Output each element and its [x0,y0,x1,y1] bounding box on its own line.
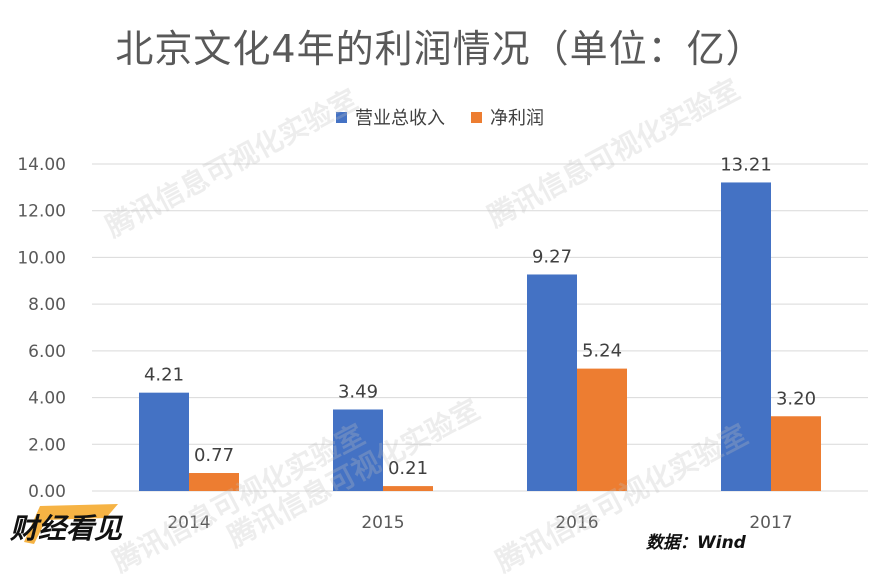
x-tick-label: 2015 [361,513,404,533]
legend-label-profit: 净利润 [490,108,544,129]
data-label-revenue: 4.21 [144,365,184,386]
logo-text: 财经看见 [9,512,124,545]
data-label-profit: 0.21 [388,458,428,479]
chart-title: 北京文化4年的利润情况（单位：亿） [115,27,765,71]
bar-profit [383,486,433,491]
data-label-profit: 5.24 [582,341,622,362]
data-label-revenue: 13.21 [720,154,772,175]
data-label-revenue: 3.49 [338,381,378,402]
caijing-logo: 财经看见 [9,504,124,545]
y-tick-label: 0.00 [28,482,66,502]
bar-profit [189,473,239,491]
data-label-profit: 3.20 [776,388,816,409]
x-tick-label: 2014 [167,513,210,533]
x-tick-label: 2016 [555,513,598,533]
legend-item-profit: 净利润 [471,104,544,130]
y-tick-label: 14.00 [17,155,66,175]
bar-revenue [527,274,577,491]
y-tick-label: 8.00 [28,295,66,315]
y-tick-label: 2.00 [28,435,66,455]
legend-label-revenue: 营业总收入 [355,108,445,129]
legend: 营业总收入 净利润 [0,104,880,130]
y-tick-label: 6.00 [28,342,66,362]
source-note: 数据：Wind [646,533,746,553]
y-tick-label: 12.00 [17,202,66,222]
bar-profit [577,368,627,491]
y-tick-label: 4.00 [28,389,66,409]
bar-revenue [721,182,771,491]
legend-swatch-revenue [336,111,347,123]
legend-swatch-profit [471,111,482,123]
bar-revenue [333,409,383,491]
y-tick-label: 10.00 [17,248,66,268]
data-label-revenue: 9.27 [532,246,572,267]
bar-profit [771,416,821,491]
bar-chart: 0.00 2.00 4.00 6.00 8.00 10.00 12.00 14.00 4.21 0… [17,154,868,533]
x-tick-label: 2017 [749,513,792,533]
data-label-profit: 0.77 [194,445,234,466]
legend-item-revenue: 营业总收入 [336,104,445,130]
bar-revenue [139,392,189,491]
